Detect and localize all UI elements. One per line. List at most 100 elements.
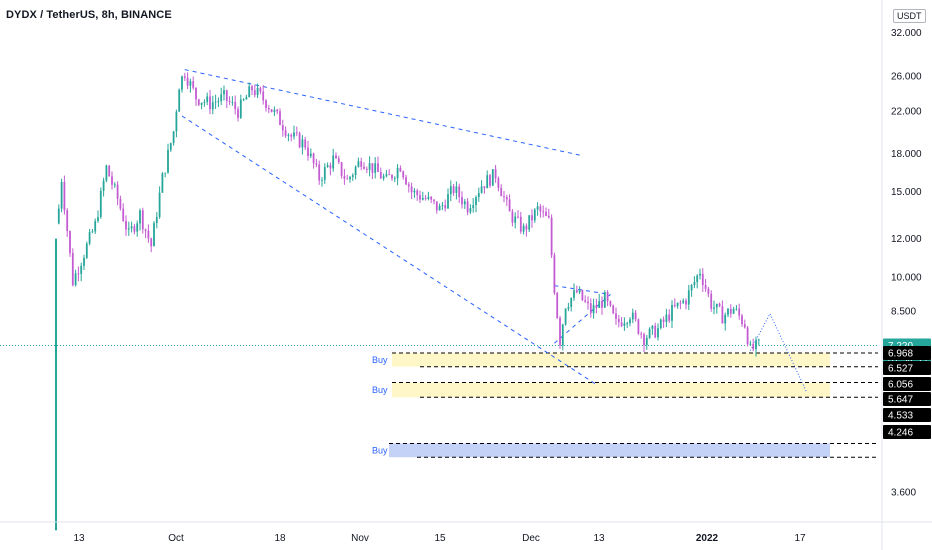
buy-zone — [392, 353, 830, 367]
candle-body — [491, 169, 494, 186]
candle-body — [519, 216, 522, 232]
candle-body — [323, 167, 326, 180]
channel-upper-trendline — [184, 69, 583, 157]
y-tick-label: 8.500 — [891, 307, 916, 318]
candle-body — [141, 210, 144, 230]
candle-body — [710, 293, 713, 309]
candle-body — [267, 107, 270, 110]
candle-body — [475, 197, 477, 206]
candle-body — [223, 90, 225, 95]
candle-body — [231, 101, 234, 103]
x-tick-label: 13 — [73, 533, 85, 544]
buy-zone-label: Buy — [372, 445, 388, 455]
candle-body — [718, 303, 721, 307]
candle-body — [438, 205, 441, 211]
candle-body — [609, 301, 612, 306]
candle-body — [343, 175, 346, 179]
candle-body — [192, 81, 195, 88]
candle-body — [668, 314, 671, 321]
candle-body — [80, 265, 83, 274]
candle-body — [402, 171, 405, 178]
candle-body — [186, 77, 189, 86]
candle-body — [615, 313, 617, 319]
candle-body — [721, 306, 724, 324]
candle-body — [503, 196, 505, 198]
x-tick-label: Dec — [522, 533, 540, 544]
y-tick-label: 32.000 — [891, 28, 922, 39]
candle-body — [83, 257, 85, 266]
candle-body — [497, 178, 500, 188]
candle-body — [133, 226, 136, 232]
candle-body — [651, 325, 654, 329]
candle-body — [211, 102, 214, 110]
candle-body — [130, 226, 133, 229]
projection-path — [749, 312, 807, 392]
candle-body — [346, 178, 349, 180]
candle-body — [472, 205, 475, 209]
candle-body — [195, 87, 197, 100]
candle-body — [601, 300, 603, 308]
candle-body — [144, 229, 147, 231]
candle-body — [354, 166, 357, 176]
candle-body — [363, 166, 365, 169]
candle-body — [545, 211, 547, 216]
candle-body — [371, 163, 374, 173]
candle-body — [645, 337, 648, 345]
candle-body — [592, 305, 595, 314]
candle-body — [654, 325, 657, 338]
candle-body — [727, 308, 729, 315]
candle-body — [164, 172, 167, 174]
candle-body — [357, 161, 360, 167]
candle-body — [427, 196, 430, 199]
x-tick-label: 2022 — [696, 533, 719, 544]
candle-body — [248, 86, 251, 98]
candle-body — [494, 169, 497, 179]
candle-body — [335, 155, 337, 159]
candle-body — [382, 176, 385, 179]
buy-level-tag: 6.056 — [888, 380, 913, 391]
candle-body — [379, 172, 382, 179]
candle-body — [570, 297, 573, 308]
y-tick-label: 26.000 — [891, 72, 922, 83]
candle-body — [309, 153, 312, 157]
candle-body — [225, 90, 228, 101]
candle-body — [281, 125, 284, 131]
y-tick-label: 38.000 — [891, 0, 922, 3]
candle-body — [416, 190, 419, 196]
candle-body — [598, 300, 601, 308]
candle-body — [463, 201, 466, 205]
candle-body — [161, 173, 164, 193]
candle-body — [315, 163, 318, 165]
candle-body — [60, 181, 63, 209]
candle-body — [690, 285, 693, 291]
currency-badge[interactable]: USDT — [893, 9, 926, 23]
candle-body — [699, 273, 701, 276]
candle-body — [399, 167, 402, 172]
candle-body — [578, 290, 581, 293]
candle-body — [102, 180, 105, 191]
buy-level-tag: 6.968 — [888, 349, 913, 360]
channel-lower-trendline — [181, 115, 597, 385]
y-tick-label: 15.000 — [891, 187, 922, 198]
candle-body — [259, 87, 262, 92]
candles — [55, 72, 760, 531]
candle-body — [469, 208, 472, 213]
candle-body — [228, 100, 231, 103]
candle-body — [741, 315, 743, 325]
candle-body — [637, 319, 640, 334]
candle-body — [396, 167, 399, 179]
candle-body — [564, 308, 567, 325]
candle-body — [158, 192, 161, 218]
buy-level-tag-bg — [883, 361, 931, 375]
candle-body — [69, 231, 71, 254]
candle-body — [178, 89, 181, 112]
candle-body — [242, 99, 245, 101]
candle-body — [197, 99, 200, 105]
candle-body — [239, 99, 242, 118]
candle-body — [265, 100, 267, 108]
candle-body — [441, 205, 444, 207]
buy-level-tag-bg — [883, 408, 931, 422]
candle-body — [206, 96, 209, 102]
